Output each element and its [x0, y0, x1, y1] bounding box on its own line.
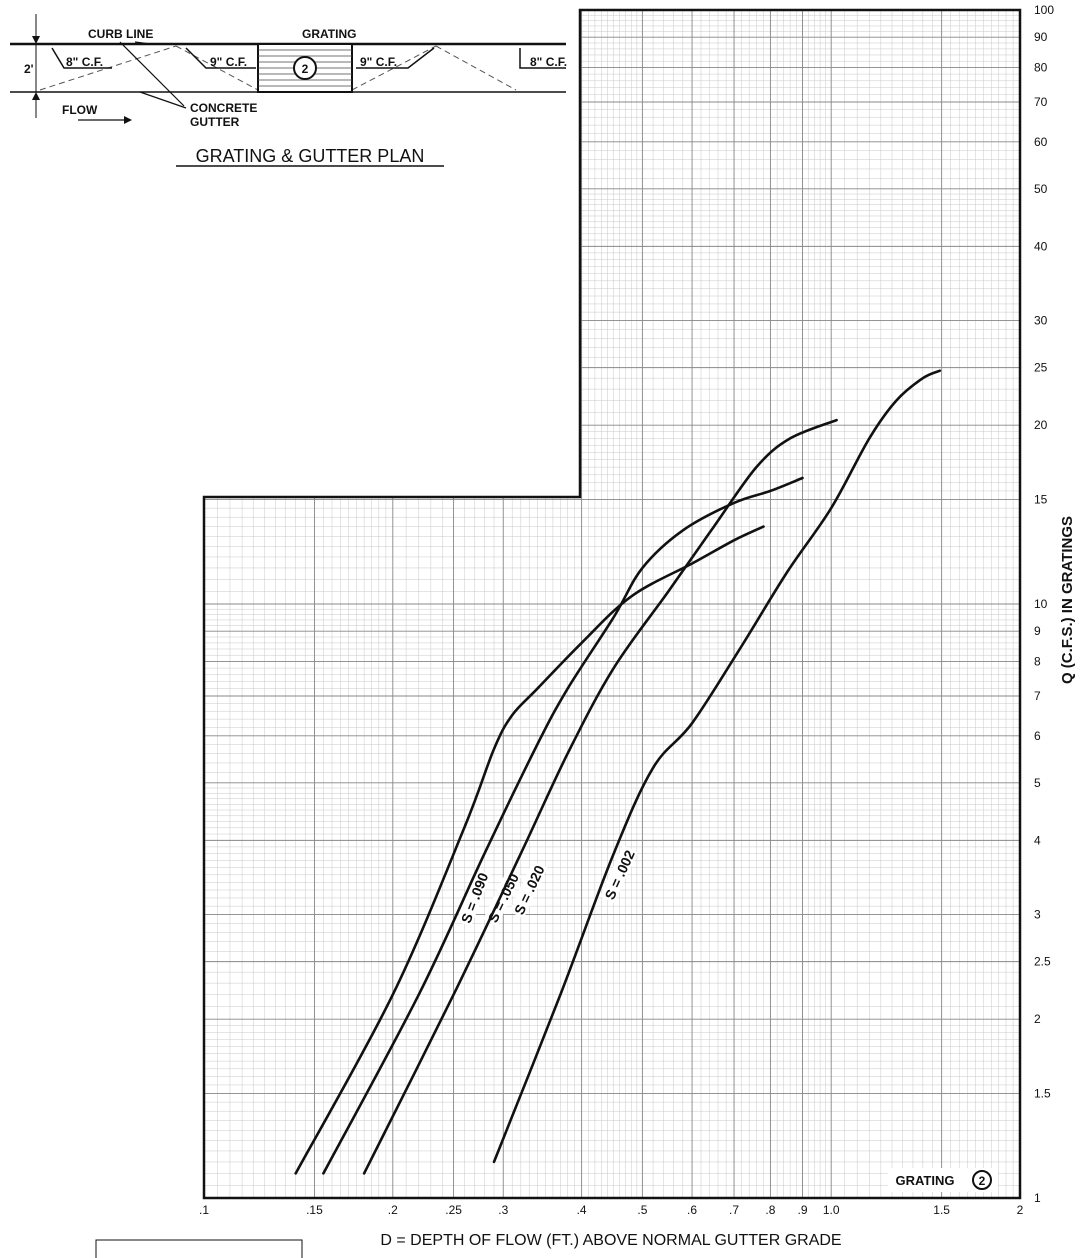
y-tick-label: 40 [1034, 239, 1048, 253]
y-tick-labels: 1 1.5 2 2.5 3 4 5 6 7 8 9 10 15 20 25 30 40 50 60 70 80 90 100 [1034, 3, 1054, 1205]
x-tick-label: .2 [388, 1203, 398, 1217]
x-tick-label: .7 [729, 1203, 739, 1217]
grating-marker-label: GRATING [896, 1173, 955, 1188]
plan-label-cf9-right: 9" C.F. [360, 55, 397, 69]
y-tick-label: 2.5 [1034, 955, 1051, 969]
y-tick-label: 8 [1034, 655, 1041, 669]
x-tick-label: .15 [306, 1203, 323, 1217]
y-tick-label: 80 [1034, 61, 1048, 75]
plan-grating-circle [293, 56, 317, 80]
y-tick-label: 20 [1034, 418, 1048, 432]
plan-leaders [119, 41, 187, 109]
plan-label-concrete: CONCRETE [190, 101, 257, 115]
x-tick-labels: .1 .15 .2 .25 .3 .4 .5 .6 .7 .8 .9 1.0 1.5 2 [199, 1203, 1024, 1217]
y-tick-label: 10 [1034, 597, 1048, 611]
x-tick-label: .5 [637, 1203, 647, 1217]
y-tick-label: 1.5 [1034, 1086, 1051, 1100]
plan-label-flow: FLOW [62, 103, 98, 117]
series-line-s002 [492, 369, 942, 1164]
y-tick-label: 100 [1034, 3, 1054, 17]
y-axis-label: Q (C.F.S.) IN GRATINGS [1059, 516, 1076, 684]
series-label-bg [456, 868, 491, 927]
series-label-bg [509, 860, 548, 919]
plan-grating-number: 2 [302, 62, 309, 76]
plan-label-cf8-right: 8" C.F. [530, 55, 567, 69]
plan-title: GRATING & GUTTER PLAN [196, 146, 425, 166]
y-tick-label: 90 [1034, 30, 1048, 44]
series-label-bg [599, 845, 638, 904]
plot-outline [202, 8, 1022, 1200]
grating-marker-number: 2 [979, 1174, 986, 1188]
y-tick-label: 70 [1034, 95, 1048, 109]
y-tick-label: 50 [1034, 182, 1048, 196]
grating-marker-circle [972, 1170, 992, 1190]
y-tick-label: 2 [1034, 1012, 1041, 1026]
grating-gutter-plan: 2' 2 CURB LINE GRAT [10, 14, 567, 167]
plan-dim-arrow-bottom [32, 92, 40, 100]
x-tick-label: .25 [445, 1203, 462, 1217]
series-line-s090 [294, 525, 765, 1175]
y-tick-label: 25 [1034, 361, 1048, 375]
plan-dim-arrow-top [32, 36, 40, 44]
x-tick-label: .6 [687, 1203, 697, 1217]
y-tick-label: 7 [1034, 689, 1041, 703]
plan-flow-arrow-head [124, 116, 132, 124]
plan-label-curb-line: CURB LINE [88, 27, 153, 41]
plan-label-cf8-left: 8" C.F. [66, 55, 103, 69]
grid-major [203, 9, 1021, 1199]
plan-label-cf9-left: 9" C.F. [210, 55, 247, 69]
y-tick-label: 1 [1034, 1191, 1041, 1205]
y-tick-label: 30 [1034, 314, 1048, 328]
series-line-s020 [362, 418, 838, 1175]
x-tick-label: .9 [797, 1203, 807, 1217]
y-tick-label: 4 [1034, 833, 1041, 847]
x-tick-label: .1 [199, 1203, 209, 1217]
plan-label-2ft: 2' [24, 62, 34, 76]
y-tick-label: 15 [1034, 492, 1048, 506]
y-tick-label: 60 [1034, 135, 1048, 149]
plan-label-grating: GRATING [302, 27, 356, 41]
y-tick-label: 6 [1034, 729, 1041, 743]
x-tick-label: .4 [577, 1203, 587, 1217]
footer-box [95, 1239, 303, 1258]
x-tick-label: 1.5 [933, 1203, 950, 1217]
plan-label-gutter: GUTTER [190, 115, 240, 129]
x-tick-label: .8 [765, 1203, 775, 1217]
x-tick-label: 1.0 [823, 1203, 840, 1217]
x-tick-label: .3 [498, 1203, 508, 1217]
y-tick-label: 5 [1034, 776, 1041, 790]
plan-cf-marks [51, 47, 566, 69]
y-tick-label: 9 [1034, 624, 1041, 638]
y-tick-label: 3 [1034, 908, 1041, 922]
x-axis-label: D = DEPTH OF FLOW (FT.) ABOVE NORMAL GUT… [380, 1232, 841, 1249]
x-tick-label: 2 [1017, 1203, 1024, 1217]
series-line-s050 [322, 476, 804, 1175]
